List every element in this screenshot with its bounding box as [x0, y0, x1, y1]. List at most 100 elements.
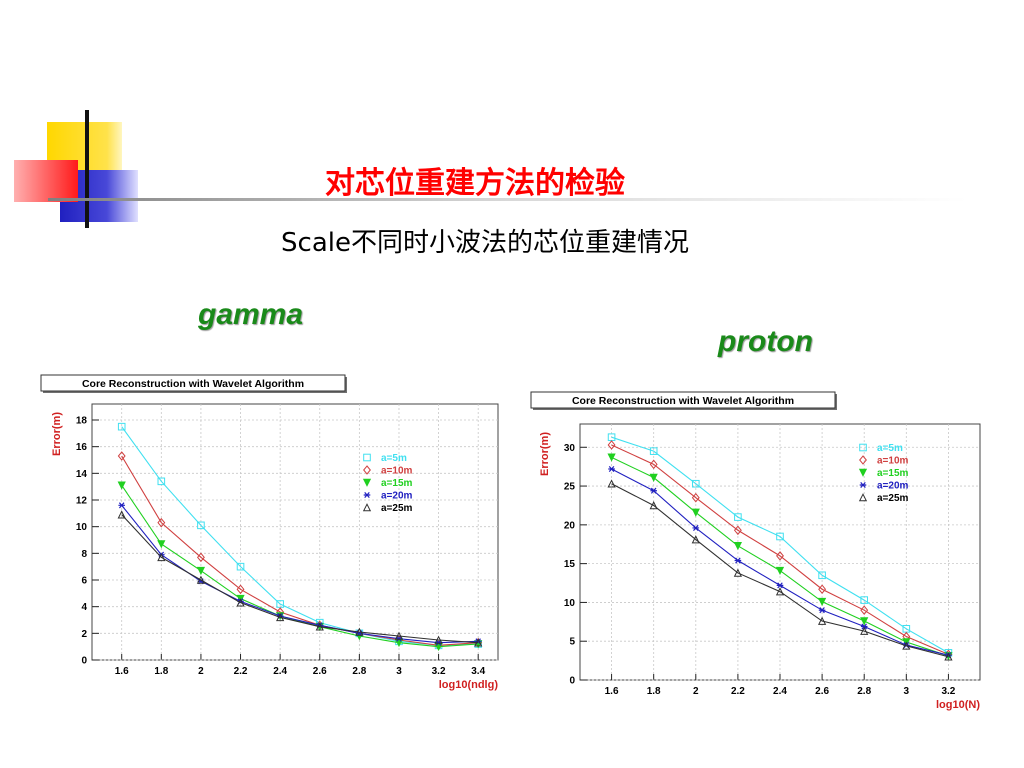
proton-chart: Core Reconstruction with Wavelet Algorit… [530, 391, 981, 711]
corner-decoration [14, 110, 968, 228]
data-point [902, 641, 911, 650]
series-a=25m [117, 510, 483, 647]
series-line [121, 426, 479, 646]
data-point [692, 524, 700, 531]
data-point [157, 517, 166, 528]
title-box [530, 391, 836, 409]
data-point [775, 587, 785, 596]
data-point [860, 623, 868, 630]
legend-label: a=20m [877, 481, 909, 492]
data-point [236, 598, 245, 607]
x-tick-label: 1.8 [154, 666, 168, 677]
y-tick-label: 15 [564, 559, 576, 570]
data-point [691, 508, 700, 517]
legend-label: a=10m [877, 456, 909, 467]
data-point [649, 473, 658, 482]
series-line [611, 444, 949, 655]
gamma-panel-label: gamma [198, 298, 304, 331]
y-tick-label: 10 [76, 522, 88, 533]
data-point [776, 551, 784, 561]
data-point [117, 510, 126, 519]
legend-label: a=20m [381, 491, 413, 502]
data-point [776, 532, 784, 541]
title-box [40, 374, 346, 392]
slide-title: 对芯位重建方法的检验 [325, 166, 625, 201]
x-tick-label: 2.6 [815, 686, 829, 697]
deco-horizontal-line [48, 198, 968, 201]
data-point [649, 501, 658, 510]
y-tick-label: 18 [76, 416, 88, 427]
y-tick-label: 6 [81, 576, 87, 587]
legend-marker [363, 465, 371, 475]
legend-label: a=15m [877, 468, 909, 479]
series-line [121, 485, 479, 648]
legend-marker [362, 503, 372, 512]
data-point [608, 465, 615, 473]
y-tick-label: 12 [76, 496, 88, 507]
data-point [817, 597, 827, 607]
legend-marker [363, 453, 371, 462]
x-tick-label: 2.8 [352, 666, 366, 677]
series-line [121, 514, 479, 644]
x-tick-label: 2 [198, 666, 204, 677]
data-point [118, 502, 126, 509]
x-tick-label: 2.4 [273, 666, 287, 677]
data-point [734, 557, 742, 564]
data-point [649, 447, 658, 455]
series-a=25m [607, 479, 953, 661]
legend-marker [858, 493, 868, 502]
gamma-chart: Core Reconstruction with Wavelet Algorit… [40, 374, 499, 691]
data-point [733, 568, 743, 577]
data-point [650, 487, 657, 494]
legend-label: a=10m [381, 466, 413, 477]
deco-red-square [14, 160, 78, 202]
data-point [860, 626, 869, 635]
data-point [276, 612, 285, 622]
data-point [117, 481, 126, 490]
data-point [649, 459, 658, 470]
data-point [157, 552, 166, 562]
data-point [818, 584, 827, 595]
data-point [691, 479, 700, 488]
x-tick-label: 1.8 [647, 686, 661, 697]
data-point [733, 525, 742, 536]
y-tick-label: 8 [81, 549, 87, 560]
data-point [860, 617, 869, 626]
data-point [435, 639, 442, 646]
series-line [611, 436, 949, 654]
legend-label: a=15m [381, 478, 413, 489]
slide-subtitle: Scale不同时小波法的芯位重建情况 [281, 228, 689, 258]
y-tick-label: 0 [569, 676, 575, 687]
data-point [474, 638, 483, 647]
legend-label: a=25m [877, 493, 909, 504]
data-point [775, 566, 785, 576]
data-point [733, 541, 743, 551]
y-tick-label: 5 [569, 637, 575, 648]
data-point [691, 492, 700, 503]
data-point [315, 622, 324, 631]
data-point [817, 616, 827, 625]
data-point [236, 562, 245, 571]
legend-marker [362, 478, 372, 487]
y-tick-label: 0 [81, 656, 87, 667]
x-tick-label: 2.6 [313, 666, 327, 677]
deco-vertical-bar [85, 110, 89, 228]
data-point [691, 535, 700, 544]
data-point [944, 652, 953, 661]
data-point [394, 631, 404, 640]
x-tick-label: 3 [396, 666, 402, 677]
legend-marker [858, 468, 868, 477]
y-tick-label: 4 [81, 602, 87, 613]
data-point [196, 552, 205, 563]
data-point [355, 627, 364, 636]
y-axis-label: Error(m) [539, 432, 551, 476]
x-tick-label: 2.2 [731, 686, 745, 697]
data-point [157, 540, 166, 549]
data-point [117, 422, 126, 431]
y-tick-label: 10 [564, 598, 576, 609]
y-tick-label: 30 [564, 443, 576, 454]
x-tick-label: 3 [904, 686, 910, 697]
proton-panel-label: proton [718, 325, 813, 358]
x-tick-label: 3.2 [941, 686, 955, 697]
data-point [434, 635, 443, 644]
